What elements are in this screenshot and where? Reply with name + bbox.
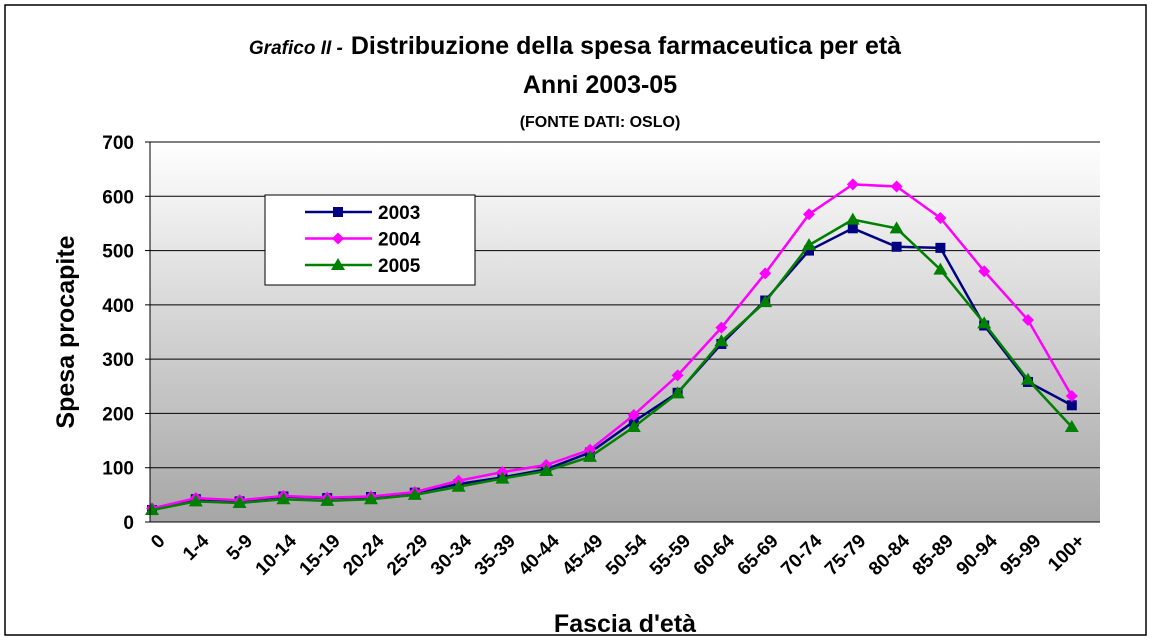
marker [847, 223, 858, 234]
y-tick-label: 700 [102, 133, 134, 154]
y-tick-label: 200 [102, 404, 134, 425]
marker [846, 178, 859, 191]
marker [890, 180, 903, 193]
legend-label: 2004 [378, 230, 421, 251]
marker [715, 321, 728, 334]
marker [364, 492, 378, 505]
marker [627, 409, 640, 422]
y-tick-label: 600 [102, 187, 134, 208]
marker [670, 386, 685, 399]
marker [978, 265, 991, 278]
marker [803, 208, 815, 221]
marker [539, 463, 554, 476]
subtitle: Anni 2003-05 [523, 71, 677, 99]
y-tick-label: 400 [102, 296, 134, 317]
marker [891, 241, 902, 252]
y-tick-label: 0 [123, 513, 134, 534]
marker [188, 494, 203, 507]
marker [977, 316, 992, 329]
marker [1021, 372, 1035, 385]
series-line [151, 183, 1073, 510]
marker [845, 212, 860, 225]
legend [264, 194, 476, 286]
legend-label: 2003 [378, 203, 420, 224]
marker [1064, 420, 1079, 432]
marker [758, 295, 773, 308]
legend-label: 2005 [378, 256, 421, 277]
marker [232, 496, 247, 508]
marker [671, 369, 684, 382]
marker [1066, 400, 1077, 411]
title-prefix: Grafico II - [249, 38, 343, 59]
marker [759, 267, 772, 280]
marker [934, 212, 947, 224]
marker [276, 492, 291, 505]
marker [320, 493, 335, 506]
x-axis-label: Fascia d'età [554, 610, 696, 638]
marker [584, 443, 596, 456]
y-tick-label: 300 [102, 350, 134, 371]
marker [451, 479, 466, 492]
marker [802, 238, 816, 251]
marker [495, 471, 510, 484]
marker [935, 242, 946, 253]
series-line [151, 218, 1073, 512]
marker [626, 420, 641, 432]
marker [933, 262, 948, 275]
marker [714, 334, 729, 347]
marker [1022, 314, 1034, 327]
legend-marker [331, 258, 345, 270]
source: (FONTE DATI: OSLO) [520, 114, 681, 131]
y-tick-label: 500 [102, 242, 134, 263]
marker [889, 221, 904, 234]
y-axis-label: Spesa procapite [52, 235, 80, 428]
title-main: Distribuzione della spesa farmaceutica p… [351, 32, 901, 60]
marker [145, 503, 159, 516]
legend-marker [333, 207, 343, 217]
marker [407, 487, 422, 500]
marker [583, 449, 597, 462]
legend-marker [332, 232, 344, 245]
marker [804, 245, 814, 256]
marker [1065, 390, 1078, 403]
title: Grafico II - Distribuzione della spesa fa… [249, 32, 901, 60]
y-tick-label: 100 [102, 459, 134, 480]
